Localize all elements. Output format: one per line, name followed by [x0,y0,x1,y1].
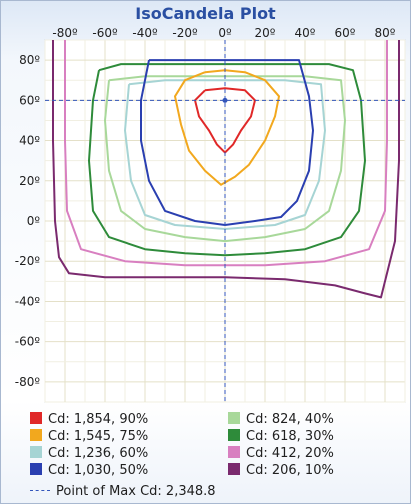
legend-swatch [30,446,42,458]
legend-swatch [30,412,42,424]
contour-line [140,59,314,226]
legend-swatch [228,429,240,441]
legend-item: Cd: 1,545, 75% [30,429,148,445]
max-point-crosshair [45,40,405,402]
max-point-label: Point of Max Cd: 2,348.8 [56,484,216,499]
legend-item: Cd: 1,030, 50% [30,463,148,479]
legend-item: Cd: 1,236, 60% [30,446,148,462]
y-tick-label: -20º [15,254,41,268]
legend-item: Cd: 206, 10% [228,463,334,479]
y-tick-label: -40º [15,294,41,308]
x-tick-label: -60º [92,26,118,40]
legend-swatch [228,412,240,424]
y-tick-label: 0º [27,214,41,228]
x-tick-label: 0º [218,26,232,40]
contour-line [104,75,346,243]
max-point-marker [222,97,228,103]
tick-labels: -80º -60º -40º -20º 0º 20º 40º 60º 80º 80º 60º 40º 2… [15,26,396,389]
legend-swatch [228,463,240,475]
legend-label: Cd: 206, 10% [246,463,334,478]
legend-label: Cd: 1,236, 60% [48,446,149,461]
legend-label: Cd: 1,030, 50% [48,463,149,478]
contour-line [174,69,280,186]
legend-label: Cd: 1,545, 75% [48,429,149,444]
y-tick-label: 80º [19,53,40,67]
x-tick-label: -20º [172,26,198,40]
legend-label: Cd: 824, 40% [246,412,334,427]
y-tick-label: 20º [19,174,40,188]
y-tick-label: -80º [15,375,41,389]
x-tick-label: 80º [375,26,396,40]
legend-item: Cd: 1,854, 90% [30,412,148,428]
legend-item: Cd: 824, 40% [228,412,334,428]
contour-line [88,63,366,257]
contour-line [194,87,256,154]
legend-label: Cd: 1,854, 90% [48,412,149,427]
legend-swatch [30,463,42,475]
x-tick-label: -40º [132,26,158,40]
contour-line [124,79,326,230]
y-tick-label: 40º [19,134,40,148]
contour-lines [52,40,400,299]
legend-swatch [30,429,42,441]
legend-swatch [228,446,240,458]
legend-item: Cd: 412, 20% [228,446,334,462]
max-point-legend: Point of Max Cd: 2,348.8 [30,484,216,500]
y-tick-label: -60º [15,335,41,349]
legend-label: Cd: 618, 30% [246,429,334,444]
x-tick-label: -80º [52,26,78,40]
chart-title: IsoCandela Plot [135,4,276,23]
dashed-line-swatch [30,490,50,491]
y-tick-label: 60º [19,93,40,107]
x-tick-label: 20º [255,26,276,40]
legend-item: Cd: 618, 30% [228,429,334,445]
contour-line [52,40,400,299]
legend-label: Cd: 412, 20% [246,446,334,461]
x-tick-label: 40º [295,26,316,40]
x-tick-label: 60º [335,26,356,40]
